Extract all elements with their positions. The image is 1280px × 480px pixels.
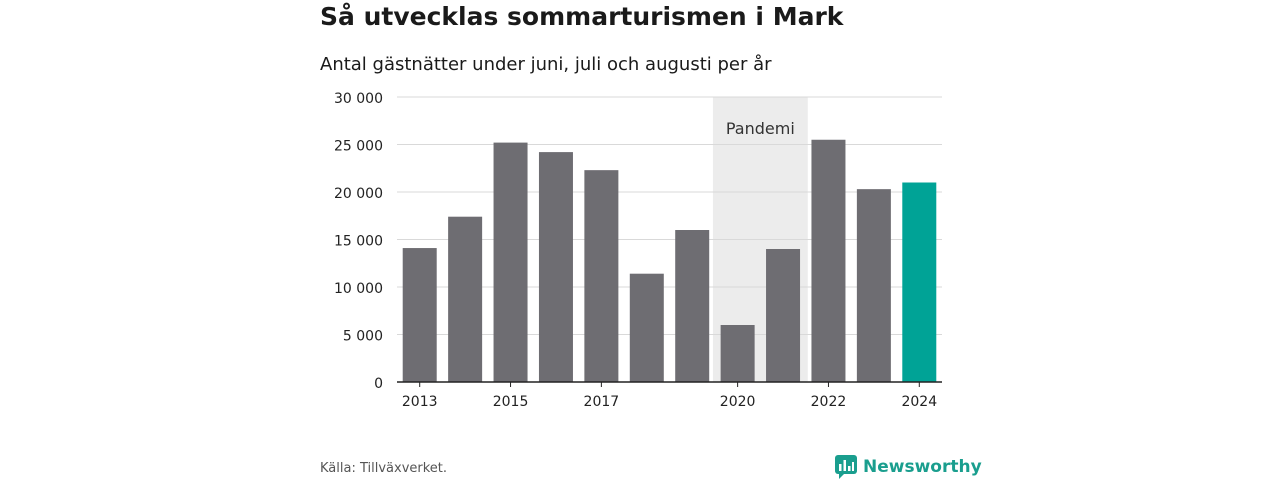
x-tick-label: 2024 — [901, 394, 937, 410]
x-tick-label: 2015 — [493, 394, 529, 410]
y-tick-label: 20 000 — [334, 186, 383, 202]
brand-logo: Newsworthy — [835, 455, 982, 479]
y-tick-label: 30 000 — [334, 91, 383, 107]
bar-2017 — [584, 170, 619, 382]
x-tick-label: 2013 — [402, 394, 438, 410]
bar-2024 — [902, 182, 937, 382]
bar-2019 — [675, 230, 710, 382]
source-note: Källa: Tillväxverket. — [320, 461, 448, 476]
x-tick-label: 2020 — [720, 394, 756, 410]
newsworthy-logo-icon — [835, 455, 857, 479]
bar-2023 — [856, 189, 891, 382]
bar-2021 — [766, 249, 801, 382]
brand-name: Newsworthy — [863, 457, 982, 477]
bar-2018 — [629, 273, 664, 382]
x-tick-label: 2017 — [584, 394, 620, 410]
y-tick-label: 15 000 — [334, 234, 383, 250]
y-tick-label: 5 000 — [343, 329, 383, 345]
y-tick-label: 0 — [374, 376, 383, 392]
bar-2014 — [448, 216, 483, 382]
y-tick-label: 25 000 — [334, 139, 383, 155]
annotation-label: Pandemi — [726, 119, 795, 138]
x-tick-label: 2022 — [811, 394, 847, 410]
bar-2016 — [538, 152, 573, 382]
chart-subtitle: Antal gästnätter under juni, juli och au… — [320, 54, 772, 75]
bar-2015 — [493, 142, 528, 382]
y-tick-label: 10 000 — [334, 281, 383, 297]
chart-title: Så utvecklas sommarturismen i Mark — [320, 2, 844, 31]
bar-2022 — [811, 139, 846, 382]
bar-2013 — [402, 248, 437, 382]
bar-2020 — [720, 325, 755, 382]
